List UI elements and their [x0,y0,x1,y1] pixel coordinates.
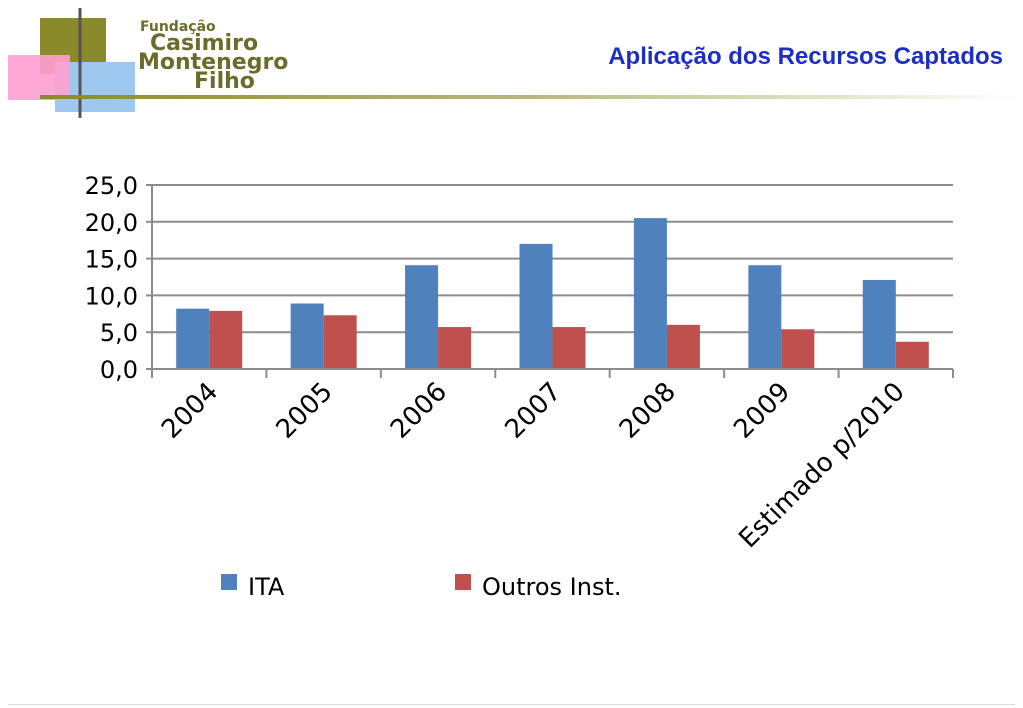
logo-wordmark: Fundação Casimiro Montenegro Filho [138,20,288,93]
y-tick-label: 15,0 [85,246,138,274]
y-tick-label: 5,0 [100,319,138,347]
bar-ita [862,279,896,369]
bar-outros [323,315,357,369]
y-tick-label: 25,0 [85,172,138,200]
slide-title: Aplicação dos Recursos Captados [608,43,1003,70]
legend-swatch-ita [221,574,237,590]
bar-ita [176,308,210,369]
bar-outros [209,310,243,369]
x-tick-label: 2007 [499,377,567,445]
logo-line-montenegro: Montenegro [138,50,289,75]
header-rule [40,95,1023,99]
x-tick-label: 2009 [728,377,796,445]
y-tick-label: 20,0 [85,209,138,237]
bar-outros [895,341,929,369]
bar-outros [666,324,700,369]
y-tick-label: 0,0 [100,356,138,384]
x-tick-label: 2005 [271,377,339,445]
bar-outros [552,327,586,369]
bar-ita [405,265,439,369]
x-tick-label: 2006 [385,377,453,445]
logo-pink-square [8,55,70,100]
bar-ita [748,265,782,369]
x-tick-label: 2008 [614,377,682,445]
x-tick-label: 2004 [156,377,224,445]
logo-line-filho: Filho [194,69,255,94]
bar-ita [519,243,553,369]
bar-outros [438,327,472,369]
header-decoration [8,8,1023,118]
legend-label-outros: Outros Inst. [482,573,622,601]
logo-line-casimiro: Casimiro [150,31,259,56]
bar-ita [290,303,324,369]
legend-label-ita: ITA [248,573,285,601]
bar-outros [781,329,815,369]
legend-swatch-outros [455,574,471,590]
bottom-rule [8,704,1015,705]
y-tick-label: 10,0 [85,282,138,310]
logo-line-fundacao: Fundação [140,19,216,35]
bar-ita [633,218,667,369]
